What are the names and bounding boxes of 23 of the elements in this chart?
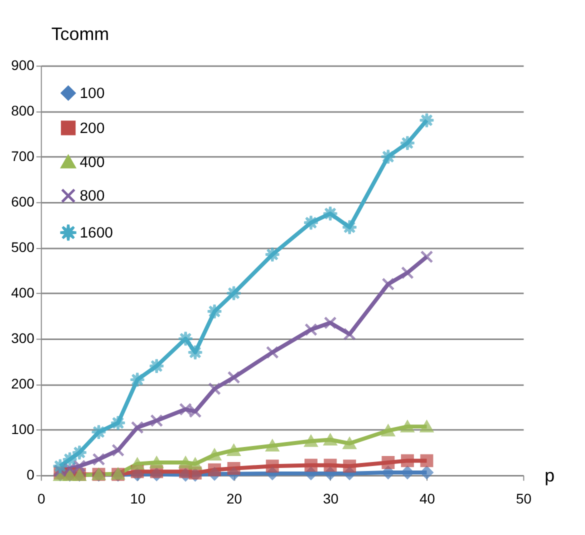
legend-label: 800 [80,188,105,205]
legend-label: 400 [80,154,105,171]
y-tick-label: 600 [11,194,35,210]
x-tick-label: 0 [37,490,46,507]
y-tick-label: 900 [11,57,35,74]
legend-label: 100 [80,85,105,102]
y-tick-label: 500 [11,239,35,256]
y-tick-label: 200 [11,376,35,392]
y-tick-label: 400 [11,284,35,301]
x-axis-title: p [544,466,555,486]
x-tick-label: 10 [130,490,146,507]
y-tick-label: 800 [11,102,35,119]
y-tick-label: 300 [11,330,35,346]
y-tick-label: 100 [11,421,35,438]
x-tick-label: 50 [516,490,532,507]
x-tick-label: 40 [419,490,436,507]
legend-label: 1600 [80,224,113,242]
x-tick-label: 30 [323,490,339,507]
y-tick-label: 700 [11,148,35,164]
y-axis-title: Tcomm [51,24,110,44]
x-tick-label: 20 [226,490,242,507]
legend-label: 200 [80,120,105,137]
y-tick-label: 0 [26,466,35,483]
